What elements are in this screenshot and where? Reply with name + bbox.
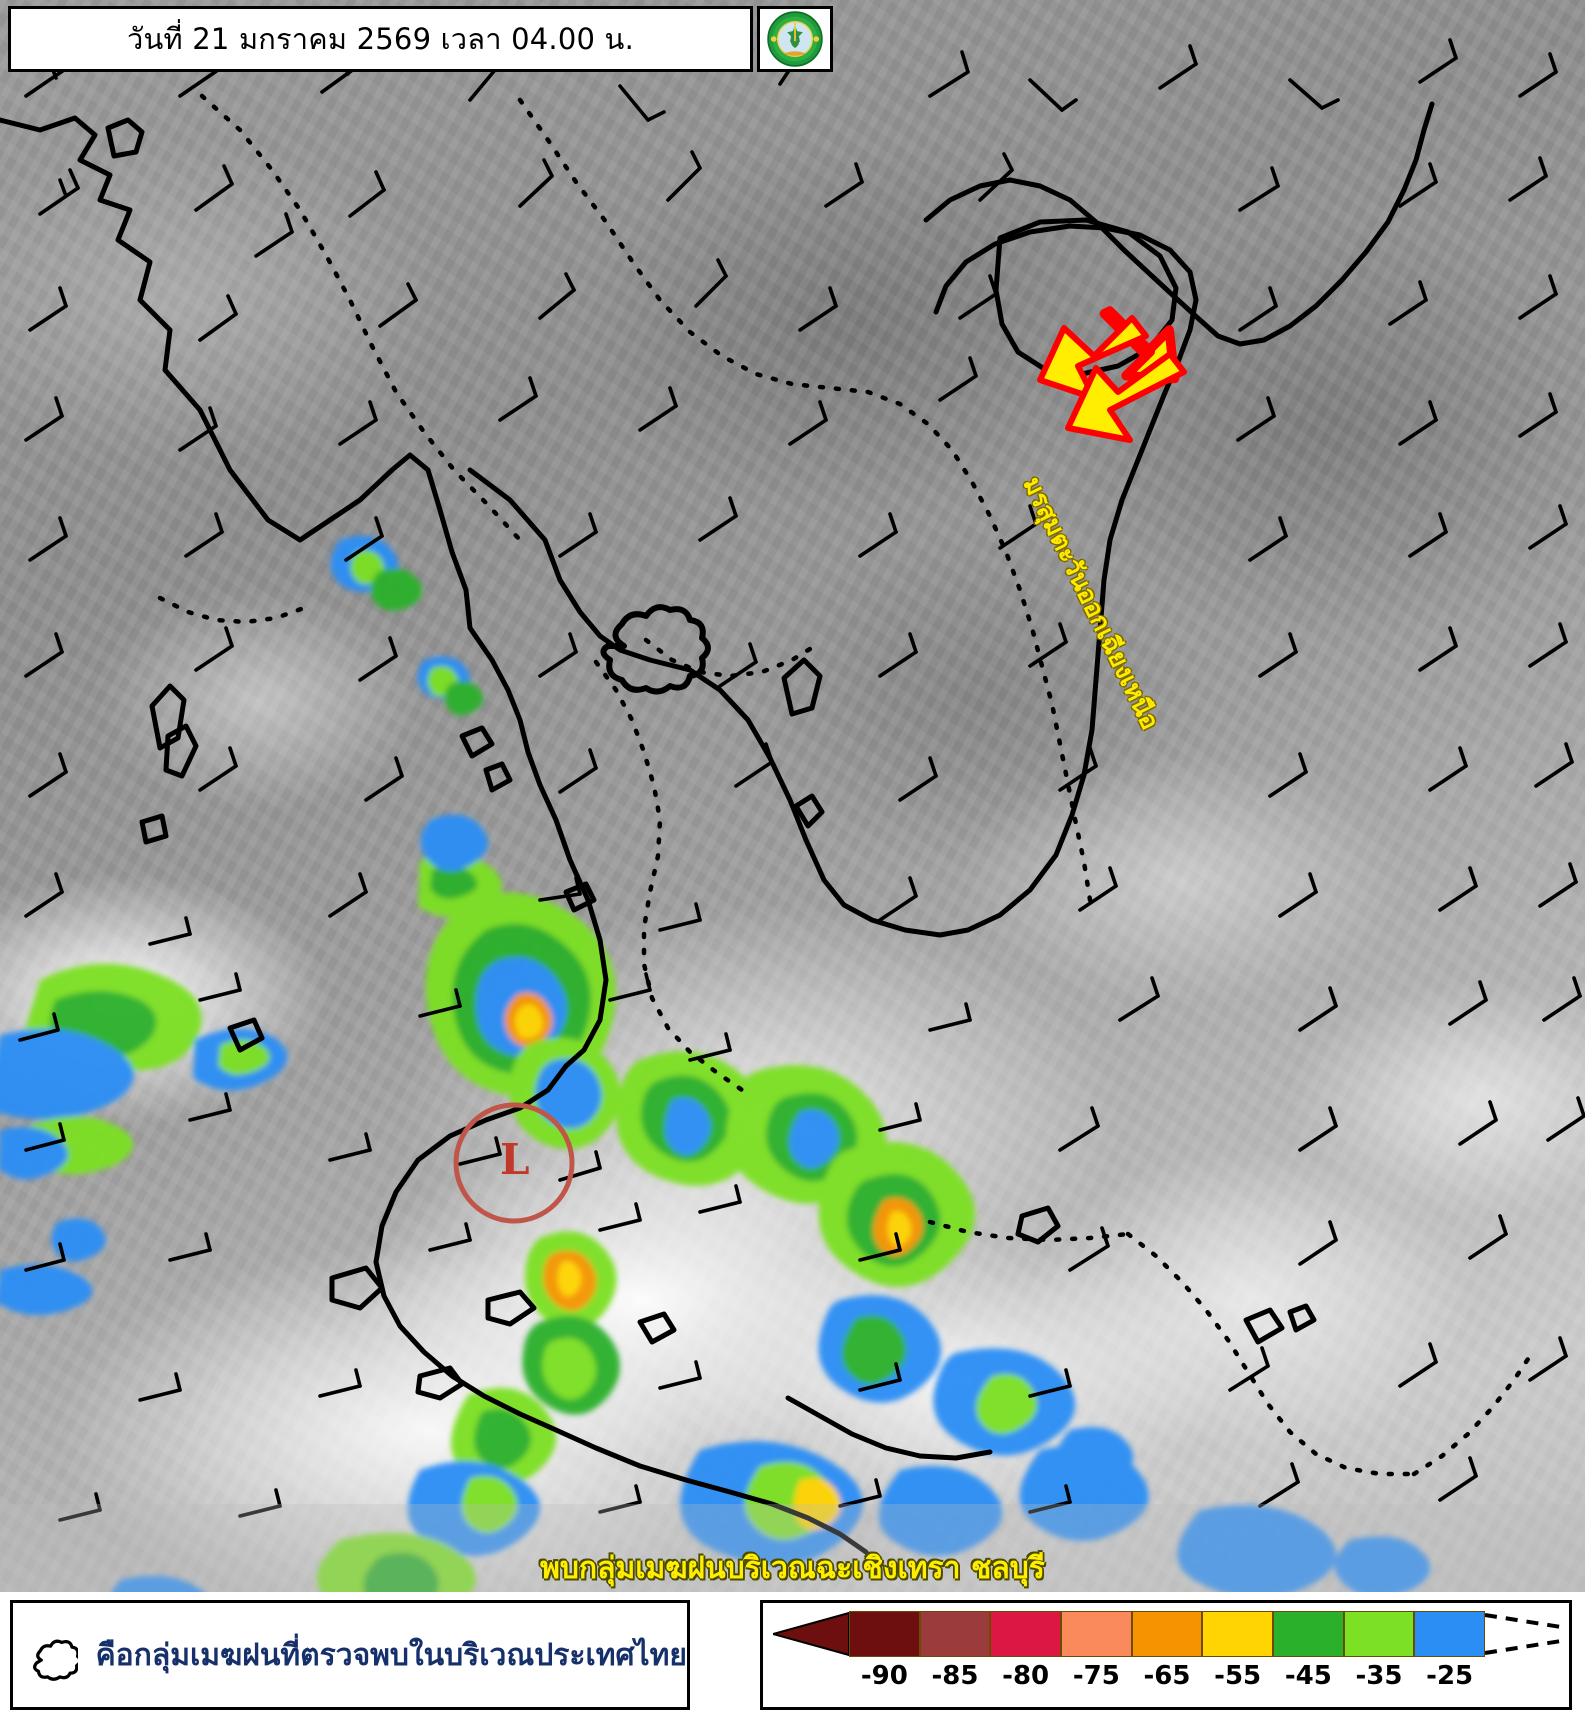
colorbar-tick-label: -85 [931,1661,979,1691]
thai-meteorological-department-seal-icon [767,11,823,67]
colorbar-swatch [1343,1611,1415,1657]
colorbar-swatch [1061,1611,1132,1657]
colorbar-tick-label: -75 [1072,1661,1120,1691]
tmd-logo-box [757,6,833,72]
low-pressure-label: L [500,1135,530,1184]
legend-bar: คือกลุ่มเมฆฝนที่ตรวจพบในบริเวณประเทศไทย … [0,1592,1585,1732]
page-title: วันที่ 21 มกราคม 2569 เวลา 04.00 น. [126,22,634,56]
colorbar-swatch [1131,1611,1203,1657]
colorbar-tick-labels: -90 -85 -80 -75 -65 -55 -45 -35 -25 [773,1661,1563,1701]
satellite-infrared-image [0,0,1585,1592]
caption-band [0,1504,1585,1592]
colorbar-tick-label: -35 [1355,1661,1403,1691]
legend-cloud-explanation: คือกลุ่มเมฆฝนที่ตรวจพบในบริเวณประเทศไทย [10,1600,690,1710]
colorbar-swatch [1202,1611,1273,1657]
colorbar-swatch [1414,1611,1485,1657]
colorbar-tick-label: -80 [1002,1661,1050,1691]
colorbar-tick-label: -45 [1284,1661,1332,1691]
legend-description: คือกลุ่มเมฆฝนที่ตรวจพบในบริเวณประเทศไทย [95,1637,687,1673]
colorbar-tick-label: -90 [860,1661,908,1691]
map-caption: พบกลุ่มเมฆฝนบริเวณฉะเชิงเทรา ชลบุรี [540,1551,1045,1586]
colorbar-tick-label: -65 [1143,1661,1191,1691]
colorbar [773,1611,1563,1659]
colorbar-swatch [849,1611,920,1657]
colorbar-swatch [1273,1611,1344,1657]
colorbar-swatch [919,1611,991,1657]
colorbar-panel: -90 -85 -80 -75 -65 -55 -45 -35 -25 [760,1600,1572,1710]
datetime-title-box: วันที่ 21 มกราคม 2569 เวลา 04.00 น. [8,6,753,72]
colorbar-swatch [990,1611,1061,1657]
cloud-texture-overlay [0,0,1585,1592]
rain-cloud-icon [33,1639,78,1681]
colorbar-tick-label: -55 [1214,1661,1262,1691]
colorbar-tick-label: -25 [1426,1661,1474,1691]
